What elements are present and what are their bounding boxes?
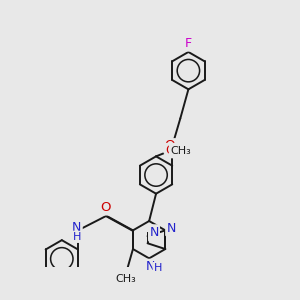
Text: CH₃: CH₃: [116, 274, 136, 284]
Text: H: H: [154, 263, 162, 273]
Text: O: O: [100, 201, 110, 214]
Text: H: H: [73, 232, 81, 242]
Text: N: N: [167, 222, 176, 235]
Text: O: O: [165, 140, 175, 152]
Text: N: N: [149, 227, 159, 240]
Text: O: O: [165, 144, 175, 157]
Text: N: N: [146, 260, 155, 273]
Text: N: N: [72, 221, 82, 234]
Text: N: N: [149, 226, 159, 238]
Text: F: F: [185, 38, 192, 50]
Text: CH₃: CH₃: [170, 146, 191, 156]
